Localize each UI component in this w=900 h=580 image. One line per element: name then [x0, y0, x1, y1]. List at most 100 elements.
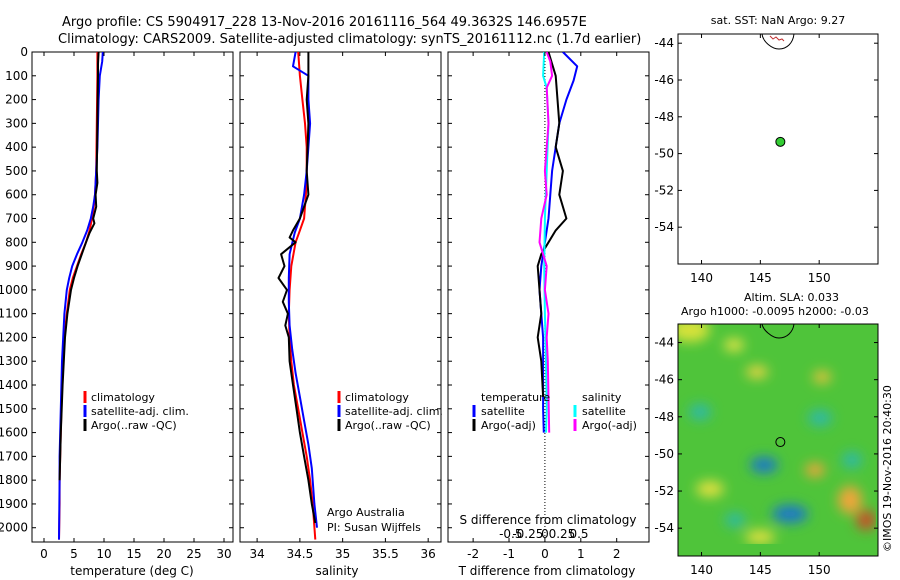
- map-y-tick-label: -54: [654, 521, 674, 535]
- depth-tick-label: 800: [5, 235, 28, 249]
- title-line-1: Argo profile: CS 5904917_228 13-Nov-2016…: [62, 15, 587, 30]
- x-tick-label: 35.5: [372, 547, 399, 561]
- legend-header-salinity: salinity: [582, 391, 622, 404]
- series-line-t-argo-adj-: [536, 52, 568, 397]
- map-x-tick-label: 145: [749, 563, 772, 577]
- tasmania-coast: [761, 324, 795, 339]
- depth-tick-label: 1300: [0, 354, 28, 368]
- credit-line-1: Argo Australia: [327, 506, 405, 519]
- map-x-tick-label: 140: [690, 563, 713, 577]
- difference-plot: [536, 52, 579, 542]
- depth-tick-label: 500: [5, 164, 28, 178]
- series-line-satellite-adj-clim-: [287, 52, 318, 528]
- depth-tick-label: 1800: [0, 473, 28, 487]
- legend-label-satellite: satellite-adj. clim.: [91, 405, 189, 418]
- x-tick-label: 25: [186, 547, 201, 561]
- sla-background: [678, 324, 878, 556]
- map-y-tick-label: -50: [654, 147, 674, 161]
- x-tick-label: -2: [467, 547, 479, 561]
- legend-label-t-satellite: satellite: [481, 405, 525, 418]
- salinity-plot: [277, 52, 318, 540]
- depth-tick-label: 900: [5, 259, 28, 273]
- map-y-tick-label: -44: [654, 336, 674, 350]
- depth-tick-label: 1500: [0, 402, 28, 416]
- map-x-tick-label: 150: [808, 563, 831, 577]
- x-tick-label: 1: [577, 547, 585, 561]
- depth-tick-label: 1000: [0, 283, 28, 297]
- map-y-tick-label: -50: [654, 447, 674, 461]
- depth-tick-label: 2000: [0, 521, 28, 535]
- depth-tick-label: 100: [5, 69, 28, 83]
- x-tick-label: 36: [421, 547, 436, 561]
- difference-x2label: S difference from climatology: [460, 513, 637, 527]
- depth-tick-label: 1600: [0, 426, 28, 440]
- sla-blob: [838, 486, 862, 514]
- x-tick-label: -1: [503, 547, 515, 561]
- sst-map-title: sat. SST: NaN Argo: 9.27: [711, 14, 845, 27]
- depth-tick-label: 1400: [0, 378, 28, 392]
- difference-xlabel: T difference from climatology: [458, 564, 636, 578]
- sst-map-frame: [677, 33, 879, 265]
- legend-label-satellite: satellite-adj. clim.: [345, 405, 443, 418]
- x-tick-label: 0: [40, 547, 48, 561]
- legend-label-argo: Argo(..raw -QC): [91, 419, 177, 432]
- sla-blob: [725, 513, 745, 527]
- tasmania-coast: [761, 34, 795, 50]
- depth-tick-label: 300: [5, 116, 28, 130]
- depth-tick-label: 1100: [0, 307, 28, 321]
- sla-field: [678, 324, 876, 544]
- x-tick-label: 34: [249, 547, 264, 561]
- coast-detail: [769, 35, 785, 42]
- depth-tick-label: 0: [20, 45, 28, 59]
- argo-float-marker: [775, 437, 786, 448]
- x-tick-label: 10: [96, 547, 111, 561]
- sla-blob: [805, 463, 825, 477]
- sla-blob: [842, 452, 862, 468]
- x-tick-label: 20: [156, 547, 171, 561]
- salinity-xlabel: salinity: [315, 564, 358, 578]
- sla-blob: [750, 457, 778, 473]
- temperature-panel: [31, 51, 234, 543]
- x-tick-label: 2: [613, 547, 621, 561]
- salinity-legend: climatology satellite-adj. clim. Argo(..…: [327, 391, 443, 534]
- sla-map-axes: 140 145 150 -44 -46 -48 -50 -52 -54: [654, 324, 878, 577]
- series-line-argo-raw-qc-: [58, 52, 100, 481]
- temperature-legend: climatology satellite-adj. clim. Argo(..…: [83, 391, 189, 432]
- sla-blob: [678, 324, 710, 342]
- x2-tick-label: -0.5: [499, 527, 522, 541]
- sst-map: [678, 34, 878, 264]
- argo-float-marker: [775, 136, 786, 147]
- sla-heatmap: [678, 324, 878, 556]
- depth-axis: 0 100 200 300 400 500 600 700 800 900 1000 1100 1200…: [0, 45, 649, 535]
- legend-header-temperature: temperature: [481, 391, 550, 404]
- sla-blob: [808, 410, 832, 426]
- x2-tick-label: -0.25: [512, 527, 543, 541]
- map-y-tick-label: -44: [654, 36, 674, 50]
- map-y-tick-label: -52: [654, 484, 674, 498]
- series-line-s-satellite: [542, 52, 550, 433]
- x-tick-label: 34.5: [287, 547, 314, 561]
- legend-label-climatology: climatology: [91, 391, 155, 404]
- sla-blob: [696, 481, 724, 497]
- series-line-climatology: [58, 52, 99, 540]
- x-axes: 0 5 10 15 20 25 30 34 34.5 35 35.5 36 -2 -1 0 1 2 -0.5-0.…: [40, 52, 621, 561]
- x-tick-label: 0: [541, 547, 549, 561]
- salinity-panel: [239, 51, 442, 543]
- sla-map-title-1: Altim. SLA: 0.033: [744, 291, 839, 304]
- depth-tick-label: 1200: [0, 330, 28, 344]
- map-y-tick-label: -46: [654, 73, 674, 87]
- imos-stamp: ©IMOS 19-Nov-2016 20:40:30: [881, 385, 894, 552]
- x-tick-label: 35: [335, 547, 350, 561]
- depth-tick-label: 700: [5, 212, 28, 226]
- map-y-tick-label: -48: [654, 110, 674, 124]
- x2-tick-label: 0: [541, 527, 549, 541]
- depth-tick-label: 200: [5, 93, 28, 107]
- x-tick-label: 5: [70, 547, 78, 561]
- title-line-2: Climatology: CARS2009. Satellite-adjuste…: [58, 32, 641, 47]
- series-line-climatology: [287, 52, 317, 540]
- depth-tick-label: 1700: [0, 449, 28, 463]
- sla-blob: [746, 366, 768, 378]
- sst-map-background: [678, 34, 878, 264]
- credit-line-2: PI: Susan Wijffels: [327, 521, 421, 534]
